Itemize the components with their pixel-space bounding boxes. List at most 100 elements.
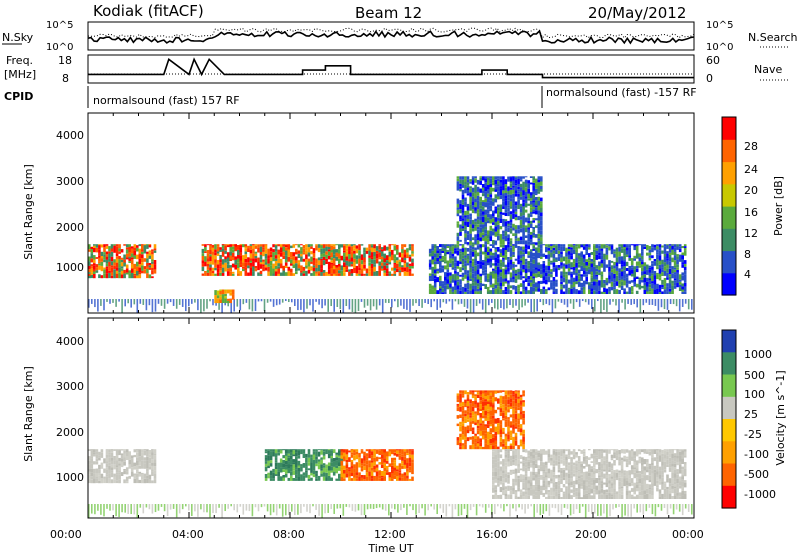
band-3-cell [497,267,500,270]
band-0-cell [130,455,134,459]
band-1-cell [221,248,225,252]
band-0-cell [105,259,109,264]
band-0-cell [100,462,104,466]
band-3-cell [648,269,652,273]
band-3-cell [519,291,523,294]
band-3-cell [588,247,591,250]
band-1-cell [315,268,318,272]
band-4-cell [492,456,495,460]
band-4-cell [598,472,601,476]
band-4-cell [484,178,487,183]
band-3-cell [454,256,457,260]
band-4-cell [648,463,652,466]
band-4-cell [509,176,513,178]
band-3-cell [517,390,520,393]
band-4-cell [540,212,543,217]
band-4-cell [618,450,621,455]
noise-panel: N.Sky 10^5 10^0 10^5 10^0 N.Search [2,20,798,53]
band-1-cell [204,247,207,252]
scatter-speck [139,299,142,304]
band-4-cell [671,475,674,479]
band-3-cell [514,269,518,274]
band-4-cell [469,219,472,225]
band-4-cell [489,225,493,231]
scatter-speck [669,504,672,509]
band-1-cell [279,458,283,463]
band-1-cell [237,255,240,259]
band-4-cell [641,462,644,466]
band-3-cell [524,244,528,247]
band-4-cell [540,201,543,204]
band-3-cell [481,244,485,248]
band-4-cell [514,449,518,451]
band-4-cell [494,240,498,245]
band-4-cell [618,489,621,491]
band-3-cell [603,283,606,288]
band-1-cell [305,244,308,246]
band-1-cell [396,257,399,261]
band-4-cell [499,208,503,212]
band-1-cell [368,250,371,256]
band-1-cell [388,262,392,265]
band-2-cell [388,463,392,467]
band-3-cell [489,392,493,396]
band-4-cell [590,461,594,463]
band-3-cell [451,291,455,294]
scatter-speck [191,299,193,304]
band-3-cell [517,413,520,419]
band-4-cell [532,209,535,212]
band-1-cell [262,259,265,262]
band-3-cell [605,288,609,294]
band-1-cell [320,459,323,465]
band-4-cell [527,223,530,228]
band-1-cell [307,244,311,248]
band-3-cell [651,275,654,282]
band-3-cell [494,431,498,436]
band-3-cell [572,270,576,275]
scatter-speck [354,504,357,512]
band-1-cell [327,475,331,481]
band-1-cell [269,470,273,476]
band-2-cell [396,476,399,481]
band-4-cell [537,186,541,192]
band-3-cell [459,424,462,427]
band-3-cell [481,393,485,398]
band-4-cell [527,450,530,456]
band-4-cell [550,490,553,496]
band-1-cell [290,471,293,476]
band-4-cell [605,494,609,499]
band-0-cell [108,266,111,271]
band-4-cell [532,458,535,461]
band-1-cell [264,267,268,271]
band-0-cell [90,472,94,477]
band-3-cell [509,272,513,278]
band-1-cell [292,464,296,469]
band-3-cell [643,271,647,275]
band-4-cell [517,196,520,200]
band-3-cell [471,411,475,416]
band-1-cell [274,258,278,261]
band-4-cell [489,176,493,179]
band-0-cell [90,458,94,464]
band-2-cell [375,476,379,481]
band-0-cell [133,454,137,458]
band-4-cell [534,207,538,211]
scatter-speck [197,299,199,311]
band-4-cell [623,478,626,482]
band-3-cell [439,248,442,254]
band-1-cell [310,244,313,247]
band-4-cell [471,177,475,181]
band-3-cell [494,265,498,270]
band-0-cell [130,471,134,477]
band-1-cell [224,256,227,260]
band-4-cell [585,459,588,465]
band-1-cell [216,251,220,254]
band-4-cell [598,475,601,478]
band-1-cell [201,260,205,264]
band-3-cell [479,425,482,431]
band-3-cell [661,269,664,273]
band-1-cell [209,270,212,276]
band-3-cell [474,270,477,274]
band-4-cell [537,182,541,186]
band-3-cell [623,288,626,292]
